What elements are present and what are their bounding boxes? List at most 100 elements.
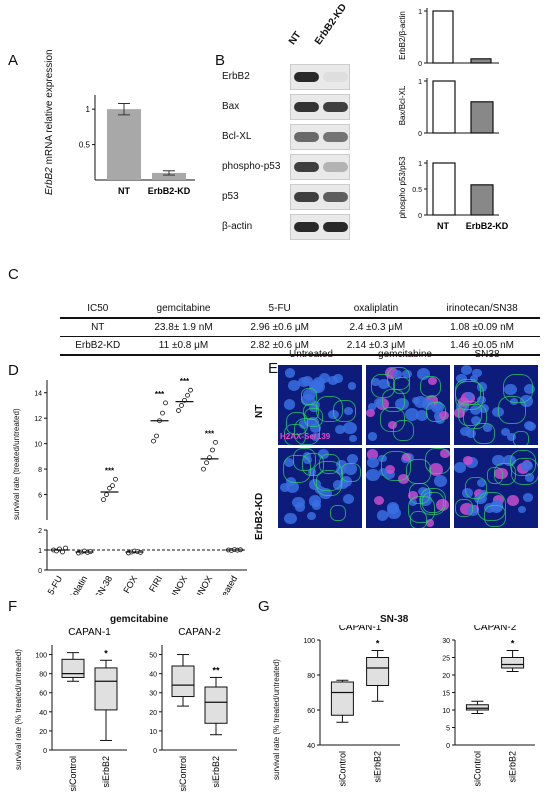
box-body	[171, 665, 195, 698]
box-tick-label: 20	[149, 710, 157, 717]
micrograph-panel	[278, 448, 362, 528]
micrograph-panel	[278, 365, 362, 445]
membrane	[393, 419, 414, 441]
box-sig: *	[376, 639, 380, 649]
blot-strip	[290, 124, 350, 150]
panel-f-charts: CAPAN-1020406080100siControl*siErbB2CAPA…	[35, 627, 237, 792]
membrane	[283, 455, 312, 484]
blot-band	[323, 102, 348, 112]
box-tick-label: 20	[442, 673, 450, 680]
nucleus	[464, 392, 474, 400]
micro-col-sn38: SN38	[474, 349, 500, 360]
box-title: CAPAN-2	[178, 627, 221, 638]
nucleus	[367, 456, 380, 468]
blot-strip	[290, 214, 350, 240]
blot-band	[294, 162, 319, 172]
panel-label-e: E	[268, 360, 279, 377]
blot-row-label: Bax	[222, 101, 240, 112]
a-bar	[152, 172, 186, 180]
d-point	[151, 438, 156, 444]
box-tick-label: 0	[153, 748, 157, 755]
membrane	[333, 400, 356, 423]
box-title: CAPAN-1	[339, 625, 382, 633]
micro-col-untreated: Untreated	[289, 349, 333, 360]
quant-bar	[470, 58, 492, 64]
quant-bar	[432, 162, 456, 216]
membrane	[510, 457, 538, 486]
ic50-cell: 23.8± 1.9 nM	[154, 322, 213, 333]
box-tick-label: 50	[149, 653, 157, 660]
panel-label-d: D	[8, 362, 19, 379]
blot-band	[294, 192, 319, 202]
a-tick-label: 0.5	[79, 141, 91, 150]
blot-row-label: β-actin	[222, 221, 253, 232]
box-tick-label: 100	[35, 653, 47, 660]
nucleus	[333, 374, 343, 383]
membrane	[283, 424, 306, 445]
nucleus	[404, 408, 419, 421]
quant-tick-label: 0	[418, 131, 422, 138]
nucleus	[465, 429, 476, 439]
nucleus	[492, 454, 505, 466]
ic50-cell: NT	[91, 322, 105, 333]
quant-tick-label: 1	[418, 79, 422, 86]
micro-col-gemcitabine: gemcitabine	[378, 349, 432, 360]
nucleus	[463, 456, 473, 466]
d-sig: ***	[155, 390, 165, 399]
membrane	[419, 375, 442, 398]
ic50-header: irinotecan/SN38	[424, 300, 540, 319]
d-point	[176, 408, 181, 413]
box-body	[330, 681, 354, 716]
micro-stain-label: H2AX-Ser139	[280, 432, 331, 441]
membrane	[424, 448, 450, 475]
d-point	[163, 400, 168, 406]
ic50-header: gemcitabine	[135, 300, 232, 319]
nucleus	[285, 481, 299, 494]
nucleus	[367, 432, 378, 442]
panel-g-title: SN-38	[380, 614, 409, 625]
nucleus	[467, 505, 479, 516]
nucleus	[310, 383, 321, 393]
panel-g-charts: CAPAN-1406080100siControl*siErbB2CAPAN-2…	[303, 625, 535, 787]
ic50-cell: 1.08 ±0.09 nM	[450, 322, 514, 333]
quant-xlabel: NT	[437, 221, 449, 231]
membrane	[462, 404, 488, 429]
blot-row-label: phospho-p53	[222, 161, 281, 172]
nucleus	[280, 482, 291, 492]
ic50-cell: 11 ±0.8 μM	[135, 336, 232, 356]
box-body	[465, 704, 489, 711]
nucleus	[283, 513, 297, 525]
membrane	[300, 388, 317, 405]
ic50-header: oxaliplatin	[327, 300, 425, 319]
box-title: CAPAN-1	[68, 627, 111, 638]
d-xlabel: 5-FU	[46, 574, 65, 595]
quant-bar	[470, 184, 494, 216]
box-xlabel: siControl	[68, 756, 78, 792]
d-xlabel: IRI/SN-38	[86, 574, 114, 595]
nucleus	[308, 468, 317, 476]
panel-label-f: F	[8, 598, 18, 615]
blot-band	[323, 162, 348, 172]
nucleus	[349, 434, 358, 442]
quant-tick-label: 1	[418, 161, 422, 168]
membrane	[380, 407, 406, 433]
box-tick-label: 40	[39, 710, 47, 717]
d-sig: ***	[205, 429, 215, 438]
membrane	[386, 366, 410, 390]
membrane	[285, 412, 309, 435]
quant-bar	[470, 101, 494, 134]
d-point	[113, 476, 118, 482]
d-point	[204, 460, 209, 466]
blot-band	[294, 102, 319, 112]
blot-band	[294, 222, 319, 232]
d-point	[213, 439, 218, 445]
d-tick-label: 0	[38, 568, 42, 575]
box-tick-label: 30	[442, 638, 450, 645]
ic50-cell: 2.14 ±0.3 μM	[327, 336, 425, 356]
nucleus	[342, 494, 355, 505]
nucleus	[517, 505, 527, 514]
nucleus	[472, 368, 482, 378]
quant-tick-label: 0.5	[412, 187, 422, 194]
nucleus	[378, 378, 391, 390]
